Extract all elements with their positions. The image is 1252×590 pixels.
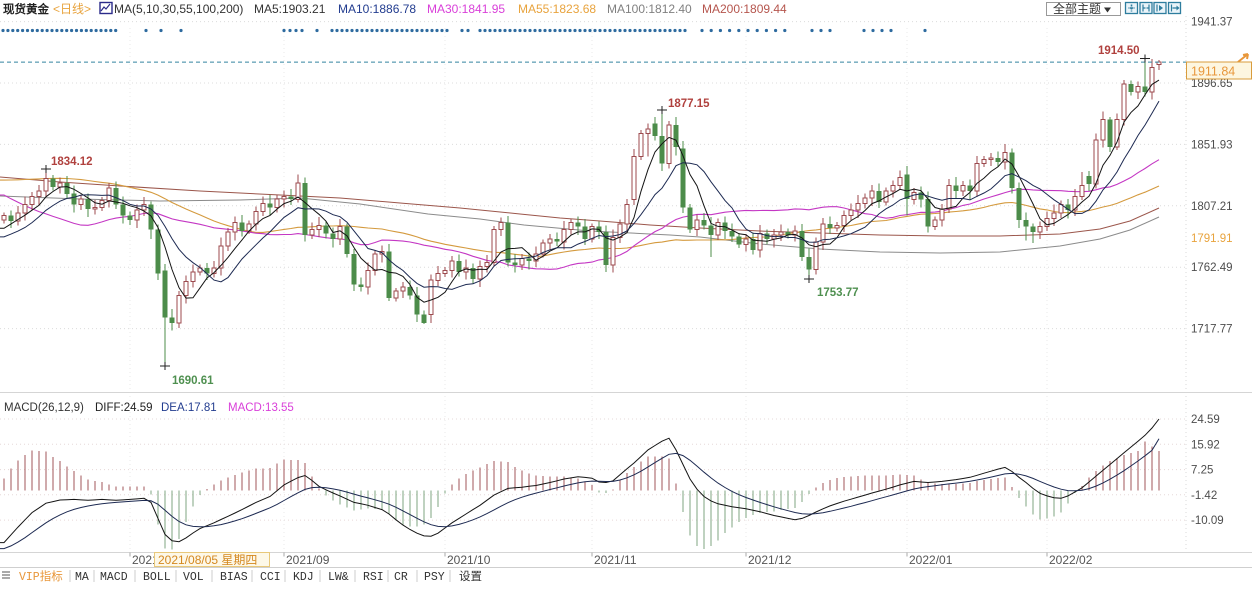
svg-text:MA5:1903.21: MA5:1903.21 <box>254 2 326 16</box>
svg-text:CR: CR <box>394 571 408 584</box>
svg-text:MACD: MACD <box>100 571 128 584</box>
svg-text:1762.49: 1762.49 <box>1191 262 1233 274</box>
svg-text:VOL: VOL <box>183 571 204 584</box>
svg-text:1717.77: 1717.77 <box>1191 324 1233 336</box>
svg-text:全部主题: 全部主题 <box>1053 1 1101 16</box>
svg-text:2022/02: 2022/02 <box>1049 553 1093 567</box>
svg-text:1753.77: 1753.77 <box>817 287 859 299</box>
svg-text:MA30:1841.95: MA30:1841.95 <box>427 2 505 16</box>
svg-text:-1.42: -1.42 <box>1191 490 1217 502</box>
svg-text:2021/12: 2021/12 <box>748 553 792 567</box>
svg-text:<日线>: <日线> <box>53 2 91 16</box>
svg-text:2022/01: 2022/01 <box>909 553 953 567</box>
svg-text:1877.15: 1877.15 <box>668 98 710 110</box>
svg-text:BIAS: BIAS <box>220 571 248 584</box>
svg-text:MA10:1886.78: MA10:1886.78 <box>338 2 416 16</box>
svg-text:MA100:1812.40: MA100:1812.40 <box>607 2 692 16</box>
svg-text:24.59: 24.59 <box>1191 414 1220 426</box>
svg-text:LW&: LW& <box>328 571 349 584</box>
svg-text:2021/10: 2021/10 <box>447 553 491 567</box>
svg-text:KDJ: KDJ <box>293 571 314 584</box>
svg-text:7.25: 7.25 <box>1191 465 1213 477</box>
svg-text:1896.65: 1896.65 <box>1191 78 1233 90</box>
svg-text:2021/09: 2021/09 <box>286 553 330 567</box>
svg-text:1834.12: 1834.12 <box>51 156 93 168</box>
svg-text:1914.50: 1914.50 <box>1098 45 1140 57</box>
svg-text:现货黄金: 现货黄金 <box>3 2 49 16</box>
svg-text:MA: MA <box>75 571 89 584</box>
svg-text:DIFF:24.59: DIFF:24.59 <box>95 402 153 414</box>
svg-text:1690.61: 1690.61 <box>172 375 214 387</box>
svg-text:1941.37: 1941.37 <box>1191 17 1233 29</box>
svg-text:1851.93: 1851.93 <box>1191 139 1233 151</box>
svg-text:-10.09: -10.09 <box>1191 515 1224 527</box>
svg-text:PSY: PSY <box>424 571 445 584</box>
svg-text:1911.84: 1911.84 <box>1191 65 1235 79</box>
svg-text:1807.21: 1807.21 <box>1191 201 1233 213</box>
svg-text:MACD:13.55: MACD:13.55 <box>228 402 294 414</box>
svg-text:MACD(26,12,9): MACD(26,12,9) <box>4 402 84 414</box>
svg-text:2021/08/05 星期四: 2021/08/05 星期四 <box>158 553 257 567</box>
svg-text:MA(5,10,30,55,100,200): MA(5,10,30,55,100,200) <box>114 2 243 16</box>
svg-text:1791.91: 1791.91 <box>1191 233 1233 245</box>
svg-text:RSI: RSI <box>363 571 384 584</box>
svg-text:CCI: CCI <box>260 571 281 584</box>
svg-text:2021/11: 2021/11 <box>594 553 637 567</box>
svg-text:VIP指标: VIP指标 <box>19 569 63 584</box>
svg-text:15.92: 15.92 <box>1191 439 1220 451</box>
svg-text:BOLL: BOLL <box>143 571 171 584</box>
svg-text:MA55:1823.68: MA55:1823.68 <box>518 2 596 16</box>
svg-text:设置: 设置 <box>459 570 482 584</box>
svg-text:DEA:17.81: DEA:17.81 <box>161 402 217 414</box>
svg-text:MA200:1809.44: MA200:1809.44 <box>702 2 787 16</box>
